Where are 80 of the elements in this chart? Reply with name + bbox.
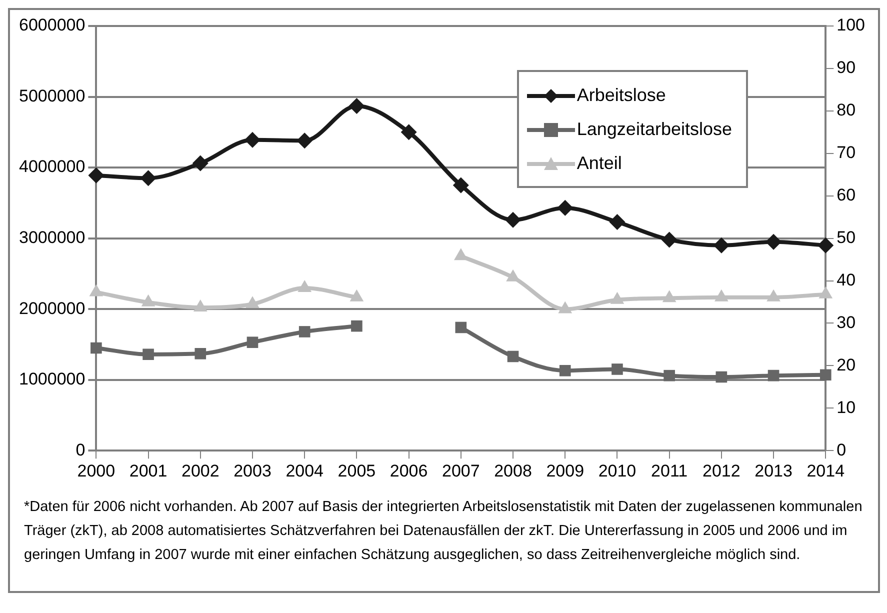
text: *Daten für 2006 nicht vorhanden. Ab 2007 auf Basis der integrierten Arbeitslosenstatistik mit Daten der zugelassenen kommunalen Träger (zkT), ab 2008 automatisiertes Schätzverfahren bei Datenausfällen der zkT. Die Untererfassung in 2005 und 2006 und im geringen Umfang in 2007 wurde mit einer einfachen Schätzung ausgeglichen, so dass Zeitreihenvergleiche möglich sind. <box>23 498 864 565</box>
point <box>557 200 574 216</box>
x-tick-label: 2005 <box>338 461 376 480</box>
point <box>454 248 468 260</box>
y-tick-label: 1000000 <box>18 370 86 389</box>
point <box>818 286 833 298</box>
y-tick-label: 3000000 <box>18 228 86 247</box>
y2-tick-label: 60 <box>836 186 856 205</box>
y2-tick-label: 90 <box>836 58 856 78</box>
point <box>609 214 626 230</box>
point <box>194 348 206 360</box>
x-tick-label: 2014 <box>806 461 845 480</box>
y2-tick-label: 10 <box>836 398 856 417</box>
point <box>452 177 469 194</box>
point <box>298 280 312 292</box>
x-tick-label: 2007 <box>442 461 480 480</box>
x-tick-label: 2002 <box>181 461 220 480</box>
x-tick-label: 2003 <box>234 461 272 480</box>
y-tick-label: 2000000 <box>18 298 86 318</box>
point <box>455 322 467 334</box>
y-tick-label: 6000000 <box>18 16 86 35</box>
point <box>192 155 208 172</box>
point <box>768 370 780 382</box>
point <box>818 237 834 254</box>
legend-label: Anteil <box>576 153 622 173</box>
point <box>612 364 623 375</box>
x-tick-label: 2011 <box>651 461 688 480</box>
legend-label: Arbeitslose <box>576 85 666 105</box>
y2-tick-label: 40 <box>836 270 856 290</box>
y2-tick-label: 80 <box>836 100 856 120</box>
y2-tick-label: 50 <box>836 228 856 247</box>
y2-tick-label: 30 <box>836 312 856 332</box>
point <box>88 167 104 184</box>
x-tick-label: 2006 <box>390 461 428 480</box>
point <box>766 289 780 302</box>
point <box>141 294 156 306</box>
point <box>246 296 260 308</box>
y-tick-label: 0 <box>76 440 86 460</box>
x-tick-label: 2004 <box>286 461 324 480</box>
x-tick-label: 2013 <box>754 461 792 480</box>
x-tick-label: 2008 <box>494 461 532 480</box>
y2-tick-label: 100 <box>836 16 866 35</box>
y-tick-label: 5000000 <box>18 86 86 106</box>
y2-tick-label: 20 <box>836 355 856 374</box>
point <box>713 237 730 254</box>
point <box>89 284 104 296</box>
point <box>507 350 519 362</box>
point <box>559 364 571 376</box>
y2-tick-label: 70 <box>836 143 856 162</box>
point <box>298 326 310 338</box>
y2-tick-label: 0 <box>836 440 846 460</box>
point <box>350 289 364 302</box>
point <box>246 336 258 348</box>
x-tick-label: 2001 <box>129 461 168 480</box>
point <box>296 132 313 149</box>
point <box>505 212 522 228</box>
x-tick-label: 2012 <box>702 461 740 480</box>
point <box>351 320 362 332</box>
x-tick-label: 2010 <box>598 461 636 480</box>
point <box>664 370 675 382</box>
point <box>610 292 624 304</box>
point <box>348 98 365 114</box>
point <box>142 348 154 360</box>
point <box>714 289 728 302</box>
legend-label: Langzeitarbeitslose <box>576 119 732 139</box>
point <box>766 234 782 250</box>
point <box>193 300 208 312</box>
point <box>716 371 728 383</box>
point <box>661 232 678 248</box>
point <box>662 290 676 302</box>
point <box>90 342 102 354</box>
point <box>400 124 417 140</box>
point <box>820 369 832 381</box>
x-tick-label: 2000 <box>77 461 116 480</box>
point <box>558 301 572 314</box>
x-tick-label: 2009 <box>546 461 584 480</box>
point <box>244 132 260 148</box>
y-tick-label: 4000000 <box>18 157 86 176</box>
point <box>506 269 520 282</box>
point <box>140 170 156 186</box>
